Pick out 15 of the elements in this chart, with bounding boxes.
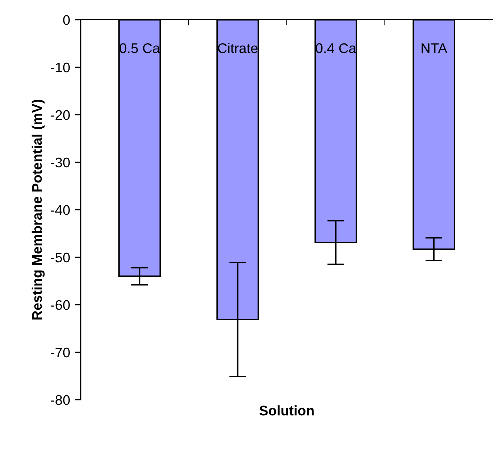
- y-tick-label: -30: [51, 158, 70, 168]
- y-tick-label: -60: [51, 300, 70, 310]
- x-tick-label: Citrate: [218, 43, 258, 54]
- x-axis-title: Solution: [260, 406, 314, 416]
- y-tick-label: -10: [51, 62, 70, 73]
- y-tick-label: 0: [63, 15, 70, 26]
- y-axis-title: Resting Membrane Potential (mV): [32, 100, 45, 320]
- x-tick-label: 0.4 Ca: [316, 44, 357, 54]
- x-tick-label: 0.5 Ca: [120, 44, 160, 54]
- y-tick-label: -80: [51, 395, 70, 406]
- y-tick-label: -50: [51, 252, 70, 263]
- y-tick-label: -40: [51, 205, 70, 216]
- x-tick-label: NTA: [422, 44, 448, 54]
- y-tick-label: -20: [51, 110, 70, 120]
- y-tick-label: -70: [51, 348, 70, 358]
